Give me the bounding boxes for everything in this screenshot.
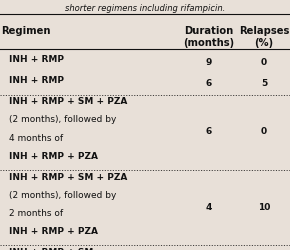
Text: 5: 5 xyxy=(261,79,267,88)
Text: Duration
(months): Duration (months) xyxy=(183,26,234,48)
Text: INH + RMP: INH + RMP xyxy=(9,55,64,64)
Text: Regimen: Regimen xyxy=(1,26,51,36)
Text: shorter regimens including rifampicin.: shorter regimens including rifampicin. xyxy=(65,4,225,13)
Text: INH + RMP + SM + PZA: INH + RMP + SM + PZA xyxy=(9,97,127,106)
Text: INH + RMP + SM + PZA: INH + RMP + SM + PZA xyxy=(9,172,127,181)
Text: (2 months), followed by: (2 months), followed by xyxy=(9,115,116,124)
Text: INH + RMP + SM: INH + RMP + SM xyxy=(9,247,93,250)
Text: 0: 0 xyxy=(261,58,267,67)
Text: 2 months of: 2 months of xyxy=(9,208,63,217)
Text: 6: 6 xyxy=(206,127,212,136)
Text: 4 months of: 4 months of xyxy=(9,133,63,142)
Text: 9: 9 xyxy=(206,58,212,67)
Text: 4: 4 xyxy=(206,202,212,211)
Text: Relapses
(%): Relapses (%) xyxy=(239,26,289,48)
Text: 0: 0 xyxy=(261,127,267,136)
Text: INH + RMP + PZA: INH + RMP + PZA xyxy=(9,151,98,160)
Text: 6: 6 xyxy=(206,79,212,88)
Text: 10: 10 xyxy=(258,202,270,211)
Text: (2 months), followed by: (2 months), followed by xyxy=(9,190,116,199)
Text: INH + RMP + PZA: INH + RMP + PZA xyxy=(9,226,98,235)
Text: INH + RMP: INH + RMP xyxy=(9,76,64,85)
